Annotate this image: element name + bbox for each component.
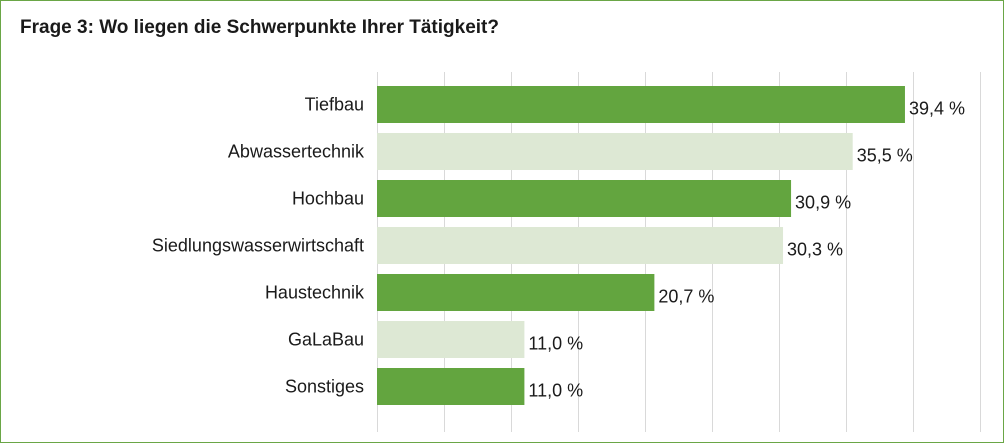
category-label: GaLaBau <box>288 330 364 350</box>
bar-tiefbau <box>377 86 905 123</box>
bar-hochbau <box>377 180 792 217</box>
value-labels: 39,4 % 35,5 % 30,9 % 30,3 % 20,7 % 11,0 % 11,0… <box>528 99 965 401</box>
category-label: Siedlungswasserwirtschaft <box>152 236 364 256</box>
category-label: Tiefbau <box>305 95 364 115</box>
category-labels: Tiefbau Abwassertechnik Hochbau Siedlungswa… <box>152 95 365 397</box>
value-label: 11,0 % <box>528 381 583 401</box>
value-label: 30,9 % <box>795 193 851 213</box>
bar-abwassertechnik <box>377 133 853 170</box>
bar-siedlungswasserwirtschaft <box>377 227 784 264</box>
value-label: 35,5 % <box>857 146 913 166</box>
bar-sonstiges <box>377 368 525 405</box>
value-label: 30,3 % <box>787 240 843 260</box>
category-label: Abwassertechnik <box>228 142 365 162</box>
category-label: Hochbau <box>292 189 364 209</box>
bar-haustechnik <box>377 274 655 311</box>
category-label: Sonstiges <box>285 377 364 397</box>
value-label: 39,4 % <box>909 99 965 119</box>
value-label: 20,7 % <box>658 287 714 307</box>
category-label: Haustechnik <box>265 283 365 303</box>
chart-title: Frage 3: Wo liegen die Schwerpunkte Ihre… <box>20 17 499 38</box>
value-label: 11,0 % <box>528 334 583 354</box>
bar-galabau <box>377 321 525 358</box>
bars <box>377 86 905 405</box>
